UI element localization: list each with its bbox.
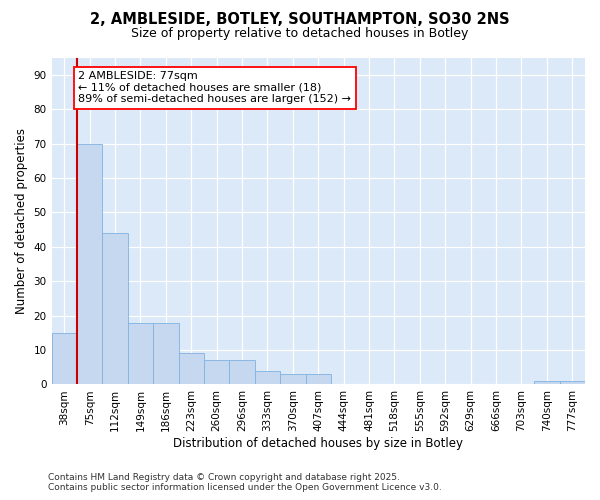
Bar <box>204 360 229 384</box>
Text: 2 AMBLESIDE: 77sqm
← 11% of detached houses are smaller (18)
89% of semi-detache: 2 AMBLESIDE: 77sqm ← 11% of detached hou… <box>78 72 351 104</box>
Bar <box>229 360 255 384</box>
Bar <box>153 322 179 384</box>
Bar <box>77 144 103 384</box>
Bar <box>128 322 153 384</box>
X-axis label: Distribution of detached houses by size in Botley: Distribution of detached houses by size … <box>173 437 463 450</box>
Bar <box>179 354 204 384</box>
Text: Contains HM Land Registry data © Crown copyright and database right 2025.
Contai: Contains HM Land Registry data © Crown c… <box>48 473 442 492</box>
Text: Size of property relative to detached houses in Botley: Size of property relative to detached ho… <box>131 28 469 40</box>
Bar <box>255 370 280 384</box>
Text: 2, AMBLESIDE, BOTLEY, SOUTHAMPTON, SO30 2NS: 2, AMBLESIDE, BOTLEY, SOUTHAMPTON, SO30 … <box>90 12 510 28</box>
Bar <box>560 381 585 384</box>
Bar <box>280 374 305 384</box>
Bar <box>534 381 560 384</box>
Bar <box>52 333 77 384</box>
Y-axis label: Number of detached properties: Number of detached properties <box>15 128 28 314</box>
Bar <box>103 233 128 384</box>
Bar <box>305 374 331 384</box>
